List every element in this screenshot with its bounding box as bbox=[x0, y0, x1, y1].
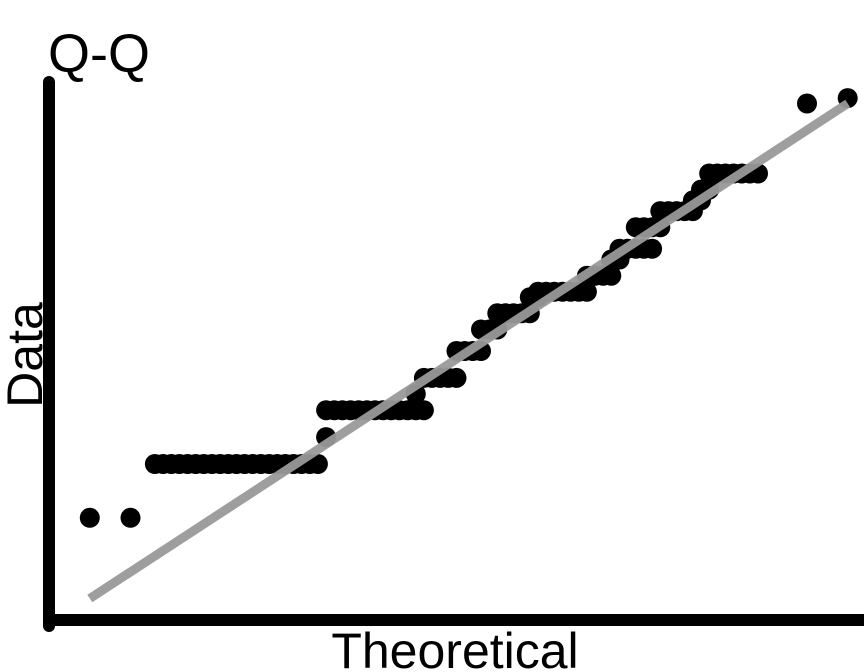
reference-line bbox=[87, 99, 851, 603]
data-point bbox=[797, 93, 817, 114]
chart-title: Q-Q bbox=[48, 24, 150, 84]
data-point bbox=[642, 238, 663, 259]
data-point bbox=[576, 281, 597, 302]
data-point bbox=[307, 454, 328, 474]
data-point bbox=[79, 507, 100, 528]
data-point bbox=[120, 507, 141, 528]
plot-area bbox=[79, 88, 858, 603]
data-point bbox=[601, 265, 622, 286]
data-point bbox=[413, 400, 434, 421]
data-point bbox=[446, 367, 467, 388]
x-axis-label: Theoretical bbox=[331, 623, 578, 672]
